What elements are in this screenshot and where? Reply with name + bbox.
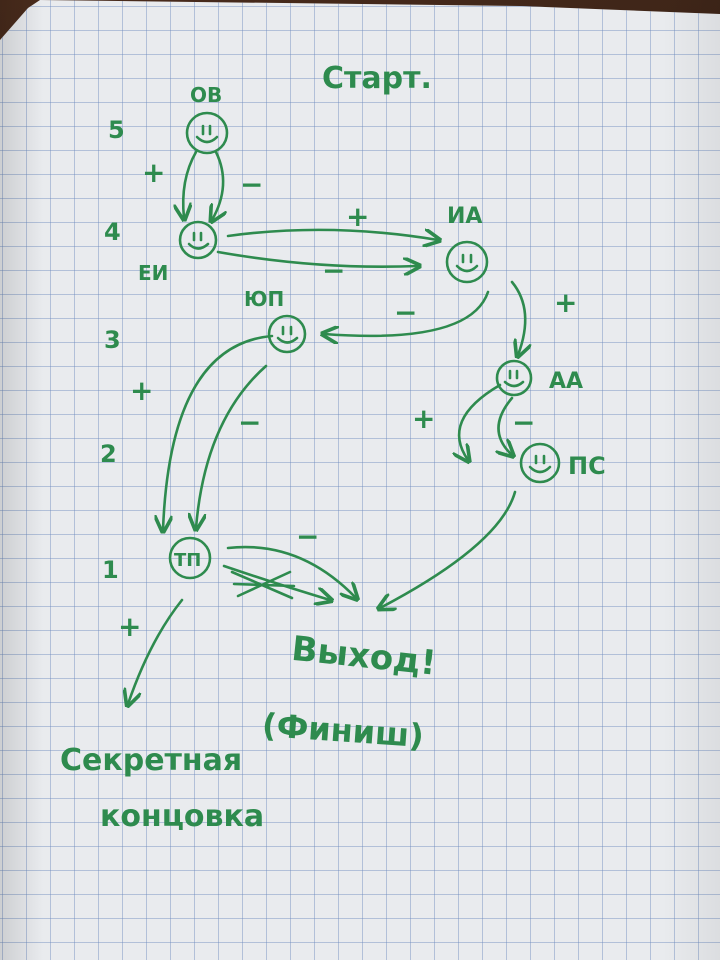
edge-ov-ei-minus: [212, 152, 223, 220]
level-number-3: 3: [104, 326, 121, 354]
node-ei: ЕИ: [138, 222, 216, 285]
edge-label-plus: +: [346, 200, 369, 233]
edge-label-plus: +: [142, 156, 165, 189]
edge-yup-tp-minus: [196, 366, 266, 528]
smiley-icon: [447, 242, 487, 282]
node-ps-label: ПС: [568, 452, 606, 480]
diagram-title: Старт.: [322, 61, 432, 96]
edge-label-minus: −: [394, 296, 417, 329]
exit-label: Выход!: [290, 629, 438, 684]
edge-label-plus: +: [554, 286, 577, 319]
edge-ei-ia-plus: [228, 230, 438, 240]
edge-aa-ps-minus: [499, 398, 513, 455]
edge-label-plus: +: [130, 374, 153, 407]
edge-label-minus: −: [240, 168, 263, 201]
edge-ei-ia-minus: [218, 252, 418, 267]
node-aa: АА: [497, 361, 583, 395]
edge-label-plus: +: [412, 402, 435, 435]
smiley-icon: [187, 113, 227, 153]
finish-label: (Финиш): [261, 706, 425, 755]
smiley-icon: [180, 222, 216, 258]
edge-ia-aa-plus: [512, 282, 525, 355]
edge-label-minus: −: [322, 254, 345, 287]
node-ov: ОВ: [187, 83, 227, 153]
node-ia-label: ИА: [447, 204, 482, 229]
node-yup: ЮП: [244, 287, 305, 352]
node-tp-label: ТП: [174, 550, 201, 571]
edge-label-minus: −: [512, 406, 535, 439]
smiley-icon: [497, 361, 531, 395]
smile-mouth: [197, 137, 217, 142]
node-tp: ТП: [170, 538, 210, 578]
level-number-1: 1: [102, 556, 119, 584]
edge-ps-exit: [380, 492, 515, 608]
node-aa-label: АА: [549, 369, 583, 394]
level-number-4: 4: [104, 218, 121, 246]
scribbled-out-label: [232, 572, 294, 598]
edge-ov-ei-plus: [183, 152, 196, 218]
node-ov-label: ОВ: [190, 83, 222, 107]
smiley-icon: [521, 444, 559, 482]
level-number-5: 5: [108, 116, 125, 144]
edge-label-minus: −: [296, 520, 319, 553]
edge-aa-ps-plus: [459, 385, 500, 460]
smiley-icon: [269, 316, 305, 352]
node-ps: ПС: [521, 444, 606, 482]
node-ia: ИА: [447, 204, 487, 282]
edge-label-minus: −: [238, 406, 261, 439]
secret-ending-line2: концовка: [100, 799, 264, 834]
node-yup-label: ЮП: [244, 287, 284, 311]
secret-ending-line1: Секретная: [60, 743, 242, 778]
edge-label-plus: +: [118, 610, 141, 643]
level-number-2: 2: [100, 440, 117, 468]
node-ei-label: ЕИ: [138, 261, 168, 285]
